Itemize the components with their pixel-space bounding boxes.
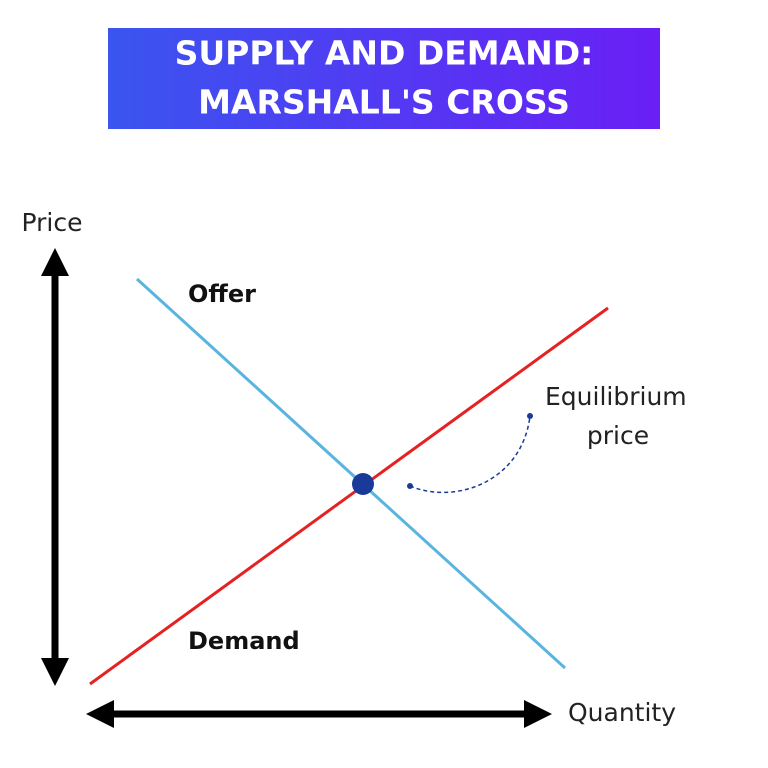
offer-curve	[135, 277, 567, 670]
annotation-line: price	[587, 421, 649, 450]
y-axis-label: Price	[22, 208, 83, 237]
title-box	[108, 28, 660, 129]
title-line: SUPPLY AND DEMAND:	[175, 34, 594, 73]
connector-dot	[527, 413, 533, 419]
annotation-connector	[409, 415, 531, 494]
curve-label: Offer	[188, 280, 256, 308]
demand-curve	[89, 306, 609, 686]
connector-dot	[407, 483, 413, 489]
annotation-line: Equilibrium	[545, 382, 687, 411]
equilibrium-point	[352, 473, 374, 495]
curve-label: Demand	[188, 627, 300, 655]
x-axis-label: Quantity	[568, 698, 676, 727]
title-line: MARSHALL'S CROSS	[198, 83, 570, 122]
